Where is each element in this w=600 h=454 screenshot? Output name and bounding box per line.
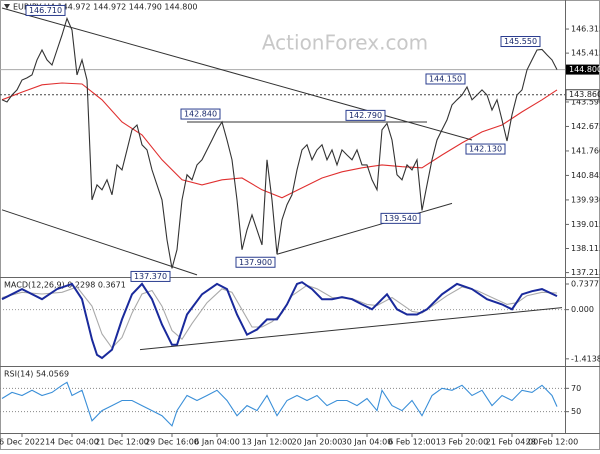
chart-title: EURJPY,H4 144.972 144.972 144.790 144.80… (13, 3, 198, 12)
extreme-label: 142.130 (469, 145, 502, 154)
y-tick-label: 70 (571, 384, 581, 393)
trendline (276, 202, 453, 255)
extreme-label: 137.370 (134, 272, 167, 281)
extreme-label-box (25, 4, 66, 16)
extreme-label: 142.790 (349, 111, 382, 120)
y-tick-label: 50 (571, 407, 581, 416)
x-tick-label: 28 Feb 12:00 (526, 438, 578, 447)
rsi-title: RSI(14) 54.0569 (4, 370, 69, 379)
extreme-label-box (425, 73, 466, 85)
y-tick-label: 139.930 (571, 195, 600, 204)
extreme-label: 145.550 (504, 37, 537, 46)
extreme-label: 146.710 (29, 6, 62, 15)
x-tick-label: 6 Feb 12:00 (388, 438, 435, 447)
x-tick-label: 6 Dec 2022 (0, 438, 45, 447)
series-line (1, 381, 558, 427)
x-tick-label: 13 Feb 20:00 (436, 438, 488, 447)
extreme-label-box (500, 36, 541, 48)
level-label-box (565, 89, 600, 101)
extreme-label-box (235, 256, 276, 268)
x-tick-label: 6 Jan 04:00 (194, 438, 240, 447)
series-line (1, 16, 558, 269)
trendline (1, 7, 473, 141)
y-tick-label: 141.760 (571, 146, 600, 155)
price-label-box (566, 64, 599, 75)
trendline (139, 307, 563, 351)
collapse-icon (4, 4, 10, 9)
y-tick-label: 146.315 (571, 25, 600, 34)
extreme-label: 137.900 (239, 258, 272, 267)
extreme-label-box (180, 108, 221, 120)
x-tick-label: 29 Dec 16:00 (145, 438, 199, 447)
x-tick-label: 30 Jan 04:00 (342, 438, 393, 447)
y-tick-label: 143.590 (571, 97, 600, 106)
watermark: ActionForex.com (262, 31, 428, 55)
x-tick-label: 14 Dec 04:00 (45, 438, 99, 447)
series-line (1, 284, 558, 349)
extreme-label-box (130, 270, 171, 282)
y-tick-label: 142.675 (571, 122, 600, 131)
price-label: 144.800 (569, 65, 600, 74)
extreme-label-box (465, 143, 506, 155)
y-tick-label: 145.415 (571, 49, 600, 58)
y-tick-label: 137.215 (571, 268, 600, 277)
series-line (1, 281, 558, 360)
macd-title: MACD(12,26,9) 0.2298 0.3671 (4, 281, 126, 290)
y-tick-label: 0.7377 (571, 279, 599, 288)
y-tick-label: 0.000 (571, 305, 594, 314)
x-tick-label: 20 Jan 20:00 (292, 438, 343, 447)
trendline (1, 209, 198, 276)
extreme-label: 144.150 (429, 74, 462, 83)
extreme-label: 142.840 (184, 110, 217, 119)
x-tick-label: 13 Jan 12:00 (242, 438, 293, 447)
y-tick-label: 138.115 (571, 244, 600, 253)
y-tick-label: 139.015 (571, 220, 600, 229)
extreme-label-box (345, 109, 386, 121)
extreme-label: 139.540 (384, 214, 417, 223)
y-tick-label: 140.845 (571, 171, 600, 180)
x-tick-label: 21 Dec 12:00 (95, 438, 149, 447)
y-tick-label: -1.4138 (571, 354, 600, 363)
extreme-label-box (380, 212, 421, 224)
x-tick-label: 21 Feb 04:00 (486, 438, 538, 447)
level-label: 143.860 (569, 90, 600, 99)
